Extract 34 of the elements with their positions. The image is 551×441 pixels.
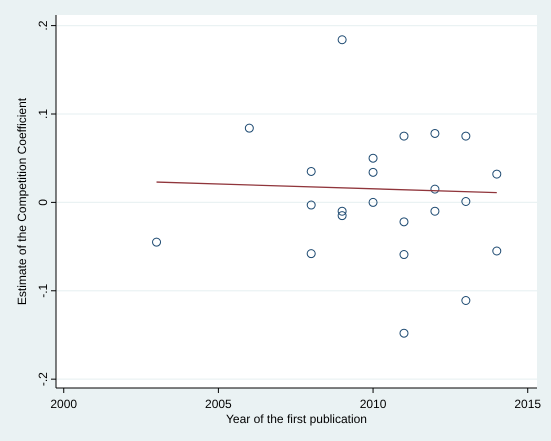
point (492, 246, 502, 256)
point (338, 211, 347, 220)
point (461, 197, 470, 206)
point (492, 170, 502, 179)
y-tick-label: .2 (36, 20, 50, 31)
y-tick-label: 0 (36, 198, 50, 206)
point (152, 238, 162, 247)
x-tick-label: 2005 (205, 397, 232, 411)
point (461, 132, 470, 141)
point (368, 198, 378, 207)
point (430, 128, 440, 138)
point (244, 124, 254, 133)
point (306, 200, 316, 210)
y-tick-label: -.1 (36, 283, 50, 298)
point (368, 168, 378, 177)
point (461, 296, 470, 305)
point (306, 166, 316, 176)
point (399, 328, 408, 338)
point (399, 250, 408, 260)
point (338, 206, 347, 216)
point (399, 132, 408, 141)
y-tick-label: .1 (36, 108, 50, 120)
x-tick-label: 2000 (50, 397, 78, 411)
point (430, 184, 440, 194)
point (338, 35, 347, 44)
point (399, 217, 408, 226)
x-tick-label: 2015 (514, 397, 542, 411)
y-tick-label: -.2 (36, 372, 50, 386)
point (368, 154, 378, 163)
y-axis-title: Estimate of the Competition Coefficient (15, 97, 29, 306)
x-tick-label: 2010 (360, 397, 387, 411)
point (430, 206, 440, 216)
point (306, 249, 316, 258)
x-axis-title: Year of the first publication (226, 412, 367, 426)
